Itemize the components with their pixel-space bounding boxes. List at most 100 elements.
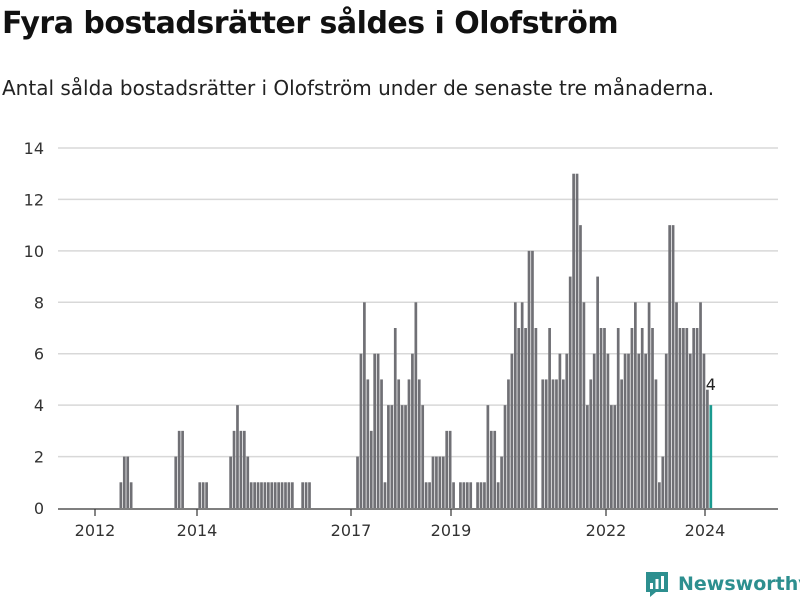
bar bbox=[407, 379, 411, 508]
bar bbox=[658, 482, 661, 508]
bar bbox=[692, 328, 696, 508]
bar bbox=[249, 482, 253, 508]
bar bbox=[260, 482, 263, 508]
bar bbox=[489, 430, 493, 508]
bar bbox=[424, 482, 428, 508]
bar bbox=[610, 405, 613, 508]
bar bbox=[678, 328, 682, 508]
bar bbox=[616, 328, 620, 508]
bar bbox=[256, 482, 260, 508]
y-tick-label: 4 bbox=[34, 396, 44, 415]
bar bbox=[548, 328, 551, 508]
bar bbox=[572, 173, 575, 508]
bar bbox=[380, 379, 383, 508]
bar bbox=[568, 276, 572, 508]
bar bbox=[373, 353, 377, 508]
x-tick-label: 2024 bbox=[685, 521, 726, 540]
bar bbox=[246, 456, 250, 508]
x-tick-label: 2022 bbox=[586, 521, 627, 540]
bar bbox=[253, 482, 256, 508]
y-tick-label: 10 bbox=[24, 242, 44, 261]
bar bbox=[699, 302, 702, 508]
bar bbox=[551, 379, 555, 508]
bar bbox=[627, 353, 630, 508]
bar bbox=[242, 430, 246, 508]
bar bbox=[198, 482, 202, 508]
bar bbox=[267, 482, 270, 508]
bar bbox=[356, 456, 359, 508]
bar bbox=[366, 379, 370, 508]
bar bbox=[417, 379, 421, 508]
bar bbox=[534, 328, 538, 508]
bar bbox=[435, 456, 438, 508]
bar bbox=[465, 482, 469, 508]
bar bbox=[688, 353, 692, 508]
bar bbox=[205, 482, 208, 508]
bar bbox=[390, 405, 394, 508]
y-tick-label: 0 bbox=[34, 499, 44, 518]
bar bbox=[565, 353, 569, 508]
bar bbox=[486, 405, 490, 508]
bar bbox=[702, 353, 706, 508]
bar bbox=[661, 456, 665, 508]
bar bbox=[431, 456, 435, 508]
bar bbox=[448, 430, 452, 508]
bar bbox=[555, 379, 558, 508]
bar bbox=[383, 482, 387, 508]
bar bbox=[524, 328, 527, 508]
bar bbox=[599, 328, 603, 508]
bar bbox=[438, 456, 442, 508]
bar bbox=[404, 405, 407, 508]
x-tick-label: 2012 bbox=[75, 521, 116, 540]
bar bbox=[637, 353, 641, 508]
bar bbox=[606, 353, 610, 508]
bar bbox=[558, 353, 562, 508]
bar bbox=[263, 482, 267, 508]
x-tick-label: 2019 bbox=[431, 521, 472, 540]
bar bbox=[393, 328, 397, 508]
bar bbox=[644, 353, 647, 508]
x-tick-label: 2014 bbox=[177, 521, 218, 540]
bar bbox=[414, 302, 418, 508]
bar bbox=[630, 328, 634, 508]
bar bbox=[287, 482, 291, 508]
brand-name: Newsworthy bbox=[678, 573, 800, 595]
bar-highlighted bbox=[709, 405, 713, 508]
y-tick-label: 12 bbox=[24, 190, 44, 209]
bar bbox=[280, 482, 284, 508]
bar bbox=[651, 328, 654, 508]
bar bbox=[452, 482, 455, 508]
bar bbox=[496, 482, 500, 508]
bar bbox=[445, 430, 449, 508]
bar bbox=[277, 482, 280, 508]
y-tick-label: 8 bbox=[34, 293, 44, 312]
bar bbox=[695, 328, 699, 508]
bar bbox=[675, 302, 678, 508]
bar bbox=[479, 482, 483, 508]
bar bbox=[527, 250, 531, 508]
bar bbox=[520, 302, 524, 508]
bar bbox=[387, 405, 390, 508]
bar bbox=[232, 430, 236, 508]
chart-subtitle: Antal sålda bostadsrätter i Olofström un… bbox=[2, 76, 715, 100]
bar bbox=[119, 482, 123, 508]
bar bbox=[500, 456, 503, 508]
bar bbox=[623, 353, 627, 508]
bar bbox=[301, 482, 304, 508]
y-tick-label: 6 bbox=[34, 345, 44, 364]
bar bbox=[603, 328, 606, 508]
bar bbox=[308, 482, 311, 508]
bar bbox=[579, 225, 582, 508]
newsworthy-logo-icon bbox=[646, 572, 668, 597]
bar bbox=[513, 302, 517, 508]
bar bbox=[201, 482, 205, 508]
bar bbox=[129, 482, 133, 508]
bar bbox=[462, 482, 466, 508]
data-label-last-value: 4 bbox=[706, 375, 716, 394]
bar bbox=[493, 430, 497, 508]
bar bbox=[270, 482, 274, 508]
bar bbox=[585, 405, 589, 508]
bar bbox=[664, 353, 668, 508]
chart-title: Fyra bostadsrätter såldes i Olofström bbox=[2, 6, 619, 41]
